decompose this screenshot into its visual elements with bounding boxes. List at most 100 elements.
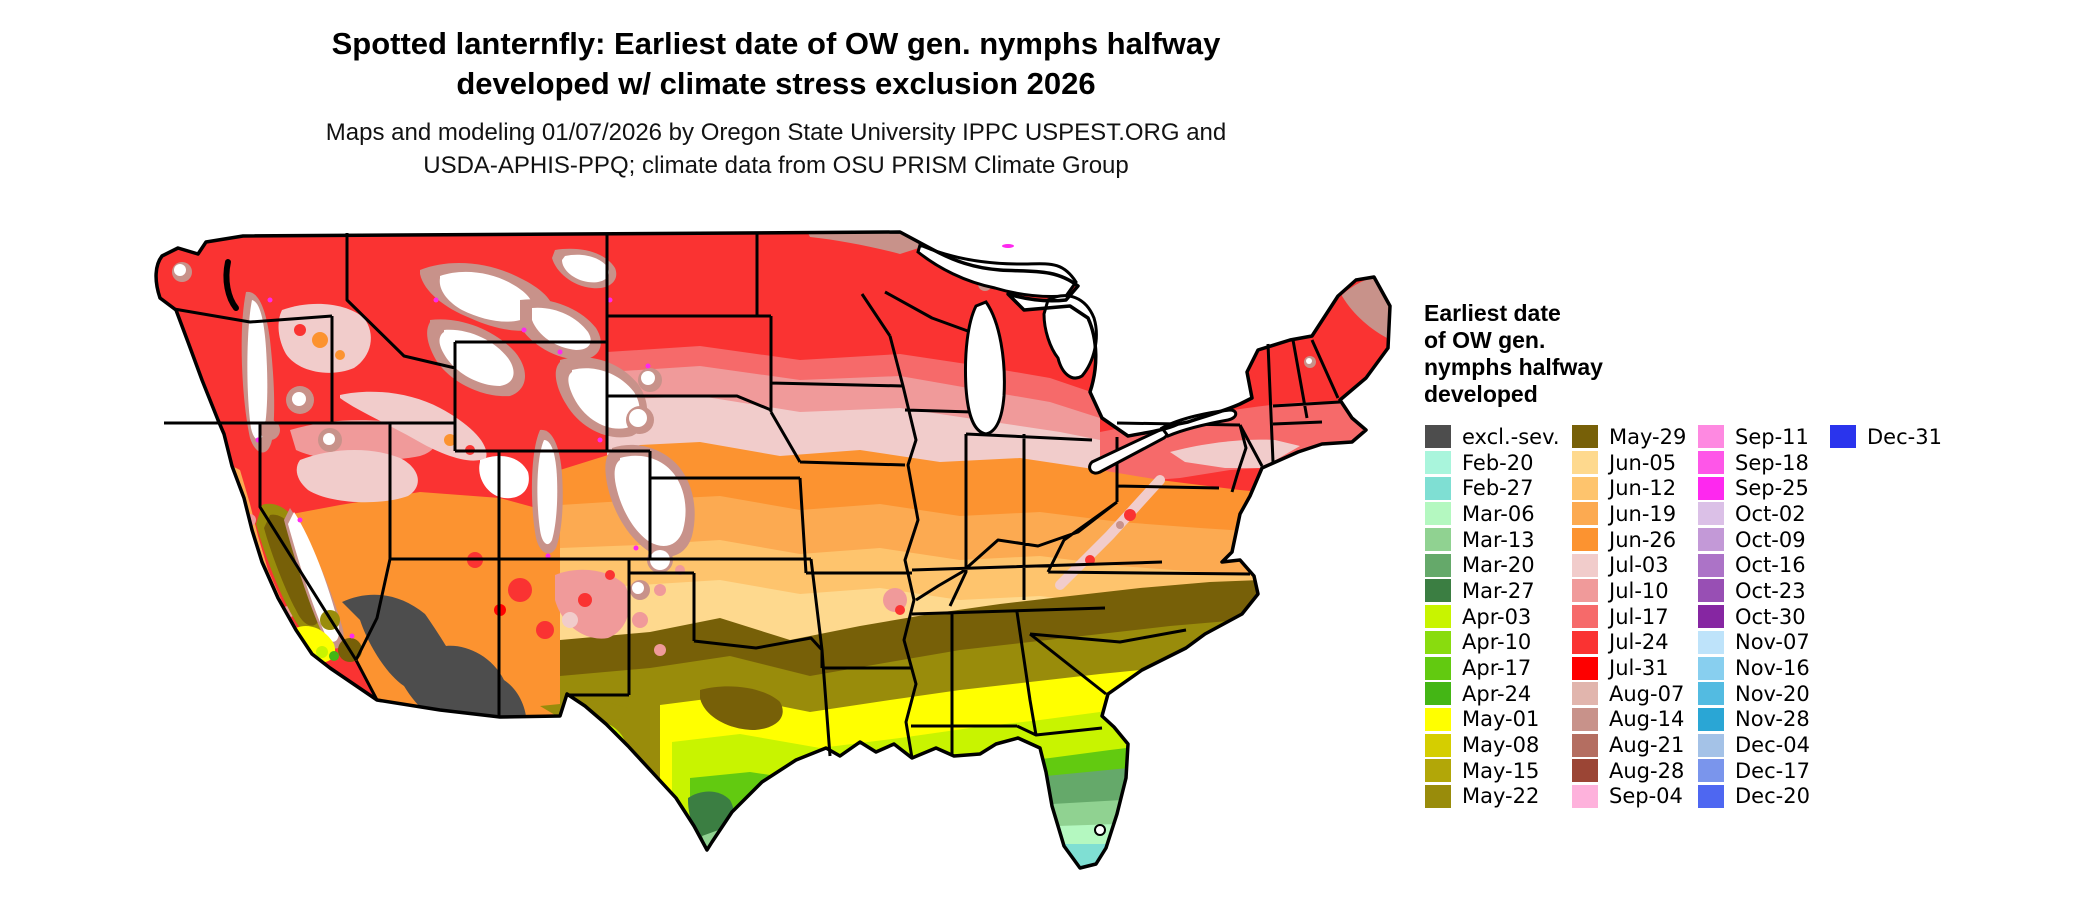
legend-row: Mar-06 xyxy=(1425,501,1560,527)
legend-label: Jul-03 xyxy=(1609,553,1669,578)
legend-row: Jul-17 xyxy=(1572,604,1686,630)
map-region xyxy=(260,492,629,717)
legend-row: Nov-16 xyxy=(1698,655,1810,681)
map-region-rockies xyxy=(439,271,534,322)
map-region xyxy=(552,737,568,753)
map-region xyxy=(1170,439,1300,468)
legend-swatch xyxy=(1698,502,1724,526)
legend-label: May-01 xyxy=(1462,707,1540,732)
legend-row: Mar-13 xyxy=(1425,527,1560,553)
legend-row: Aug-28 xyxy=(1572,758,1686,784)
legend-row: Feb-27 xyxy=(1425,475,1560,501)
page-subtitle-line1: Maps and modeling 01/07/2026 by Oregon S… xyxy=(325,119,1227,146)
map-region xyxy=(329,651,339,661)
legend-row: May-08 xyxy=(1425,732,1560,758)
legend-swatch xyxy=(1425,502,1451,526)
legend-row: Jun-19 xyxy=(1572,501,1686,527)
legend-column-4: Dec-31 xyxy=(1830,424,1942,450)
legend-label: Jul-24 xyxy=(1609,630,1669,655)
legend-row: excl.-sev. xyxy=(1425,424,1560,450)
page-title-line2: developed w/ climate stress exclusion 20… xyxy=(456,66,1096,101)
us-map xyxy=(120,225,1430,892)
legend-swatch xyxy=(1572,656,1598,680)
legend-row: Mar-27 xyxy=(1425,578,1560,604)
map-region-cascades xyxy=(247,300,268,440)
map-region xyxy=(632,582,644,594)
map-region-sierra xyxy=(288,512,340,642)
page-title-line1: Spotted lanternfly: Earliest date of OW … xyxy=(331,26,1221,61)
map-region xyxy=(605,570,615,580)
legend-label: Aug-21 xyxy=(1609,733,1685,758)
legend-label: Dec-04 xyxy=(1735,733,1810,758)
map-region-florida xyxy=(1052,800,1122,828)
legend-label: Oct-09 xyxy=(1735,527,1806,552)
legend-swatch xyxy=(1572,451,1598,475)
legend-label: Apr-17 xyxy=(1462,656,1532,681)
map-region-wasatch xyxy=(537,440,558,545)
map-region-central-valley xyxy=(264,514,321,626)
legend-row: Sep-25 xyxy=(1698,475,1810,501)
legend-label: Jun-19 xyxy=(1609,501,1677,526)
legend-row: Dec-31 xyxy=(1830,424,1942,450)
legend-swatch xyxy=(1572,733,1598,757)
legend-swatch xyxy=(1698,656,1724,680)
legend-label: Jun-12 xyxy=(1609,476,1677,501)
legend-swatch xyxy=(1698,476,1724,500)
legend-swatch xyxy=(1425,707,1451,731)
legend-row: Oct-16 xyxy=(1698,552,1810,578)
map-region xyxy=(895,605,905,615)
legend-label: Nov-07 xyxy=(1735,630,1810,655)
legend-swatch xyxy=(1425,656,1451,680)
legend-label: Jul-17 xyxy=(1609,604,1669,629)
legend-row: Aug-07 xyxy=(1572,681,1686,707)
legend-label: Mar-06 xyxy=(1462,501,1535,526)
legend-label: Sep-04 xyxy=(1609,784,1683,809)
lake-michigan xyxy=(964,300,1006,436)
legend-label: Oct-23 xyxy=(1735,578,1806,603)
legend-label: Jul-10 xyxy=(1609,578,1669,603)
legend-swatch xyxy=(1698,630,1724,654)
map-region-keys xyxy=(1093,867,1099,868)
legend-swatch xyxy=(1698,784,1724,808)
map-region xyxy=(536,621,554,639)
legend-row: Nov-28 xyxy=(1698,707,1810,733)
legend-label: Mar-27 xyxy=(1462,578,1535,603)
map-region xyxy=(632,612,648,628)
legend-label: Sep-11 xyxy=(1735,424,1809,449)
legend-label: Sep-25 xyxy=(1735,476,1809,501)
legend-row: Dec-04 xyxy=(1698,732,1810,758)
legend-label: Aug-28 xyxy=(1609,758,1685,783)
legend-label: May-08 xyxy=(1462,733,1540,758)
legend-swatch xyxy=(1698,682,1724,706)
conus-outline xyxy=(154,230,1392,870)
legend-row: May-15 xyxy=(1425,758,1560,784)
legend-row: Dec-20 xyxy=(1698,784,1810,810)
legend-row: Oct-02 xyxy=(1698,501,1810,527)
legend-label: Mar-20 xyxy=(1462,553,1535,578)
legend-swatch xyxy=(1572,784,1598,808)
map-region xyxy=(1124,509,1136,521)
legend-title-line: developed xyxy=(1424,381,1538,407)
legend-swatch xyxy=(1425,476,1451,500)
map-region xyxy=(296,449,418,503)
map-region xyxy=(1306,358,1312,364)
legend-swatch xyxy=(1425,528,1451,552)
legend-row: Nov-07 xyxy=(1698,630,1810,656)
legend-label: Feb-27 xyxy=(1462,476,1534,501)
legend-row: Jun-26 xyxy=(1572,527,1686,553)
page-subtitle: Maps and modeling 01/07/2026 by Oregon S… xyxy=(0,116,1552,182)
legend-row: May-22 xyxy=(1425,784,1560,810)
map-region xyxy=(294,324,306,336)
legend-swatch xyxy=(1572,605,1598,629)
legend-label: Nov-28 xyxy=(1735,707,1810,732)
map-region xyxy=(1224,374,1232,382)
legend-row: Aug-21 xyxy=(1572,732,1686,758)
legend-swatch xyxy=(1425,759,1451,783)
legend-swatch xyxy=(1425,630,1451,654)
legend-swatch xyxy=(1425,451,1451,475)
legend-row: Apr-10 xyxy=(1425,630,1560,656)
legend-swatch xyxy=(1572,553,1598,577)
legend-swatch xyxy=(1698,528,1724,552)
legend-row: Sep-18 xyxy=(1698,450,1810,476)
map-region-rockies xyxy=(439,329,514,386)
